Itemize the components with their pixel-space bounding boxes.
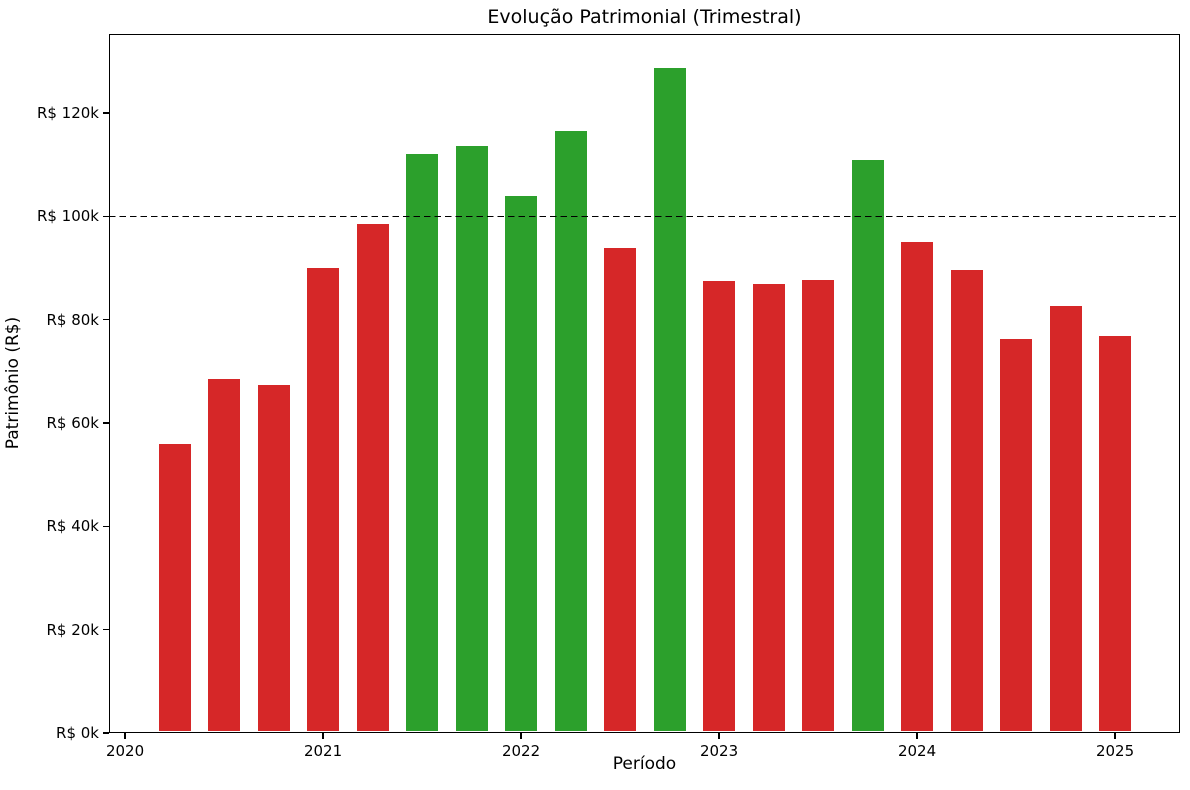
y-tick-label: R$ 40k <box>46 517 99 536</box>
bar-2023-Q1 <box>752 284 785 732</box>
threshold-reference-line <box>109 215 1180 218</box>
y-tick-mark <box>103 422 109 424</box>
bar-2020-Q2 <box>208 379 241 732</box>
y-tick-label: R$ 80k <box>46 310 99 329</box>
x-tick-label: 2025 <box>1095 742 1135 760</box>
bar-2021-Q3 <box>455 145 488 732</box>
x-tick-label: 2021 <box>303 742 343 760</box>
x-tick-mark <box>322 733 324 739</box>
y-tick-label: R$ 0k <box>56 724 99 742</box>
bar-2023-Q4 <box>901 242 934 732</box>
x-tick-mark <box>916 733 918 739</box>
bar-2022-Q1 <box>554 130 587 732</box>
bar-2024-Q4 <box>1099 335 1132 732</box>
bar-2020-Q4 <box>307 267 340 732</box>
y-tick-label: R$ 20k <box>46 620 99 639</box>
y-tick-label: R$ 60k <box>46 414 99 433</box>
x-axis-title: Período <box>612 754 677 774</box>
bar-2020-Q1 <box>158 443 191 732</box>
bar-2022-Q3 <box>653 68 686 732</box>
y-tick-mark <box>103 318 109 321</box>
y-tick-label: R$ 120k <box>36 104 99 123</box>
bar-2024-Q1 <box>950 269 983 732</box>
bar-2024-Q2 <box>1000 338 1033 732</box>
y-tick-mark <box>103 628 109 631</box>
x-tick-label: 2020 <box>105 742 145 760</box>
bar-2022-Q2 <box>604 247 637 732</box>
bar-2023-Q3 <box>851 159 884 732</box>
x-tick-mark <box>1114 733 1116 739</box>
x-tick-label: 2022 <box>501 742 541 760</box>
bar-2021-Q2 <box>406 154 439 732</box>
y-tick-mark <box>103 732 109 734</box>
y-tick-mark <box>103 112 109 114</box>
x-tick-mark <box>520 733 522 739</box>
y-tick-mark <box>103 215 109 218</box>
bar-2021-Q1 <box>356 224 389 732</box>
x-tick-label: 2024 <box>897 742 937 760</box>
bar-2021-Q4 <box>505 196 538 732</box>
bar-2020-Q3 <box>257 384 290 732</box>
bar-2023-Q2 <box>802 280 835 732</box>
chart-title: Evolução Patrimonial (Trimestral) <box>487 6 802 28</box>
y-tick-mark <box>103 525 109 528</box>
x-tick-label: 2023 <box>699 742 739 760</box>
bar-2024-Q3 <box>1049 306 1082 732</box>
y-tick-label: R$ 100k <box>36 207 99 226</box>
bar-2022-Q4 <box>703 281 736 732</box>
x-tick-mark <box>124 733 126 739</box>
x-tick-mark <box>718 733 720 739</box>
